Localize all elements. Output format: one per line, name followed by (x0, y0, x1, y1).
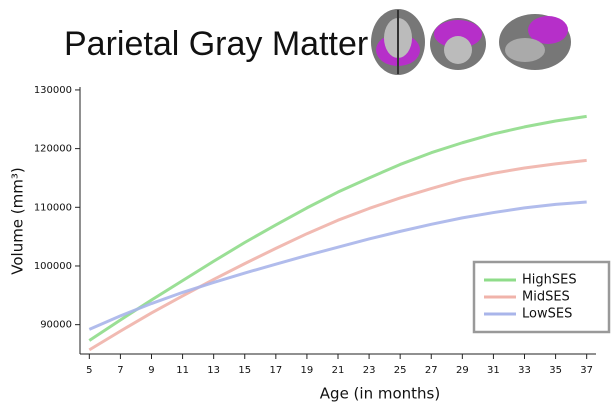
x-tick-label: 33 (518, 365, 531, 376)
legend-label: HighSES (522, 273, 577, 288)
brain-icons (371, 9, 571, 75)
x-tick-label: 21 (332, 365, 345, 376)
x-tick-label: 25 (394, 365, 407, 376)
y-tick-label: 100000 (34, 261, 72, 272)
x-tick-label: 35 (549, 365, 562, 376)
x-tick-label: 37 (580, 365, 593, 376)
x-tick-label: 31 (487, 365, 500, 376)
x-tick-label: 19 (301, 365, 314, 376)
legend-label: LowSES (522, 307, 572, 322)
legend-label: MidSES (522, 290, 570, 305)
x-axis-label: Age (in months) (320, 385, 440, 403)
y-tick-label: 130000 (34, 85, 72, 96)
y-axis-label: Volume (mm³) (9, 167, 27, 275)
x-tick-label: 5 (86, 365, 92, 376)
x-tick-label: 29 (456, 365, 469, 376)
x-tick-label: 7 (117, 365, 123, 376)
x-tick-label: 17 (269, 365, 282, 376)
x-tick-label: 9 (148, 365, 154, 376)
y-tick-label: 120000 (34, 144, 72, 155)
y-tick-label: 90000 (40, 320, 72, 331)
x-tick-label: 15 (238, 365, 251, 376)
series-line (88, 114, 587, 342)
x-tick-label: 13 (207, 365, 220, 376)
series-line (88, 200, 587, 331)
x-tick-label: 11 (176, 365, 189, 376)
y-tick-label: 110000 (34, 202, 72, 213)
chart-title: Parietal Gray Matter (64, 25, 368, 63)
x-tick-label: 27 (425, 365, 438, 376)
series-line (88, 158, 587, 352)
x-tick-label: 23 (363, 365, 376, 376)
